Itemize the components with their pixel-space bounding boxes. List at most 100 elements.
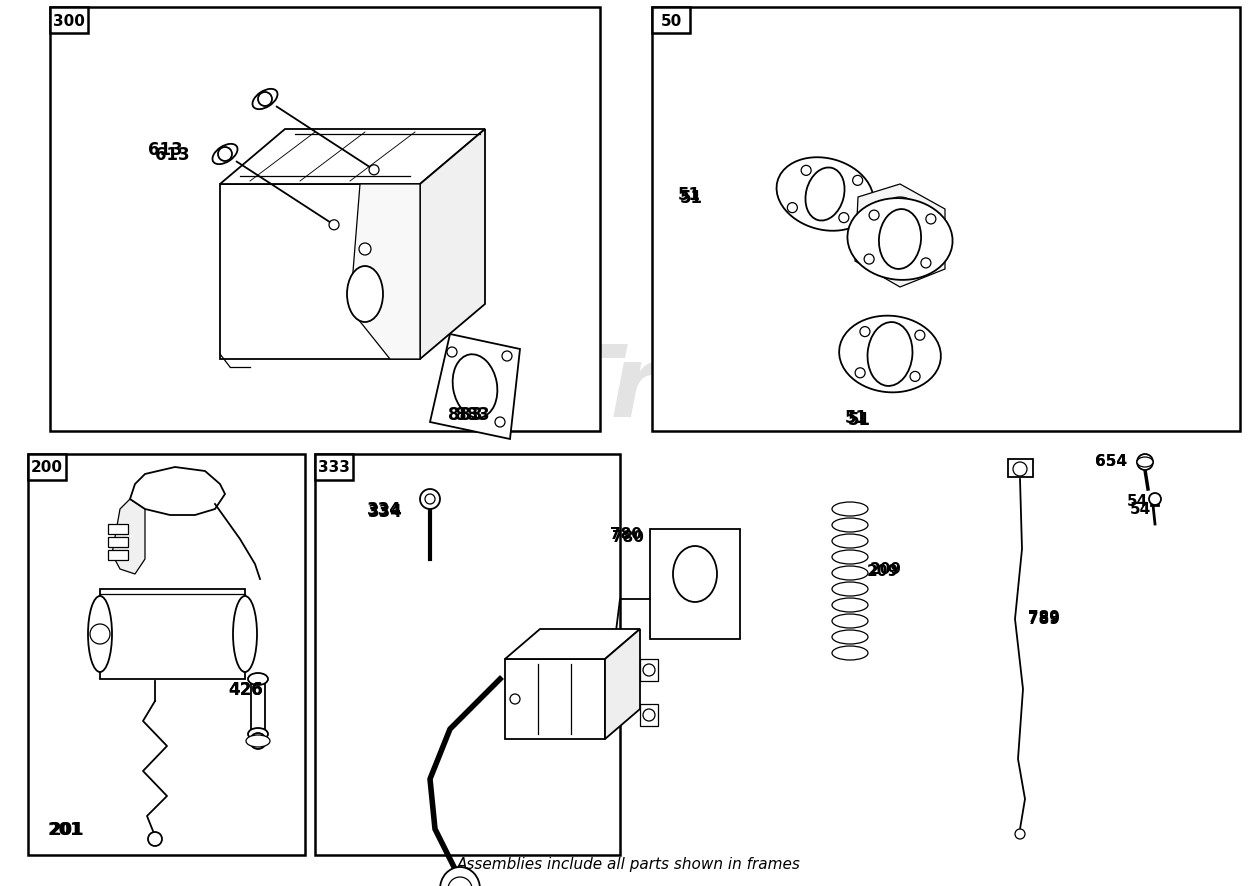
Circle shape [447,347,457,358]
Ellipse shape [88,596,112,672]
Polygon shape [350,185,421,360]
Circle shape [838,214,849,223]
Text: 883: 883 [448,406,482,424]
Circle shape [448,877,472,886]
Polygon shape [847,198,953,281]
Bar [28,455,65,480]
Text: Assemblies include all parts shown in frames: Assemblies include all parts shown in fr… [457,857,801,872]
Circle shape [801,167,811,176]
Text: 334: 334 [368,501,402,518]
Bar [50,8,601,431]
Text: 780: 780 [612,530,643,545]
Circle shape [89,625,110,644]
Text: 51: 51 [680,189,703,206]
Circle shape [855,369,865,378]
Text: 51: 51 [845,408,867,426]
Circle shape [852,176,862,186]
Ellipse shape [832,518,867,532]
Ellipse shape [347,267,383,323]
Text: 209: 209 [867,563,899,579]
Bar [650,530,740,640]
Text: PartsTree: PartsTree [263,341,797,438]
Text: 789: 789 [1029,610,1060,625]
Polygon shape [220,130,485,185]
Text: 780: 780 [611,527,642,542]
Bar [108,525,128,534]
Circle shape [369,166,379,175]
Ellipse shape [872,198,928,277]
Circle shape [1149,494,1161,505]
Ellipse shape [832,646,867,660]
Ellipse shape [832,534,867,548]
Circle shape [251,734,266,750]
Text: 51: 51 [679,186,701,204]
Bar [251,680,264,734]
Bar [652,8,690,34]
Text: 54: 54 [1131,502,1151,517]
Text: 201: 201 [48,820,83,838]
Circle shape [510,695,520,704]
Polygon shape [777,158,874,231]
Circle shape [495,417,505,428]
Ellipse shape [1137,457,1153,468]
Circle shape [1137,455,1153,470]
Text: 201: 201 [50,820,84,838]
Bar [315,455,619,855]
Polygon shape [112,500,145,574]
Circle shape [426,494,436,504]
Polygon shape [421,130,485,360]
Ellipse shape [246,735,269,747]
Circle shape [218,148,232,162]
Circle shape [359,244,371,256]
Ellipse shape [233,596,257,672]
Ellipse shape [832,598,867,612]
Ellipse shape [832,550,867,564]
Circle shape [925,214,935,225]
Ellipse shape [674,547,716,602]
Text: 654: 654 [1095,454,1127,469]
Ellipse shape [248,728,268,740]
Polygon shape [838,316,940,392]
Ellipse shape [832,630,867,644]
Ellipse shape [867,323,913,386]
Polygon shape [431,335,520,439]
Circle shape [502,352,512,361]
Circle shape [258,93,272,107]
Polygon shape [606,629,640,739]
Bar [652,8,1240,431]
Circle shape [910,372,920,382]
Ellipse shape [806,168,845,222]
Ellipse shape [832,502,867,517]
Circle shape [1013,462,1027,477]
Text: 613: 613 [149,141,183,159]
Bar [315,455,353,480]
Text: 426: 426 [228,680,263,698]
Bar [1008,460,1032,478]
Ellipse shape [453,355,497,418]
Bar [108,550,128,560]
Circle shape [643,709,655,721]
Ellipse shape [832,582,867,596]
Text: 883: 883 [454,406,490,424]
Polygon shape [505,629,640,659]
Circle shape [864,255,874,265]
Polygon shape [855,185,946,288]
Ellipse shape [213,144,238,165]
Circle shape [149,832,162,846]
Ellipse shape [248,673,268,685]
Circle shape [920,259,930,268]
Circle shape [643,664,655,676]
Circle shape [421,489,439,509]
Ellipse shape [879,210,922,269]
Bar [99,589,246,680]
Text: 333: 333 [319,460,350,475]
Text: 426: 426 [228,680,263,698]
Ellipse shape [832,614,867,628]
Bar [505,659,606,739]
Circle shape [860,327,870,338]
Circle shape [869,211,879,221]
Bar [50,8,88,34]
Circle shape [915,330,925,341]
Circle shape [329,221,339,230]
Bar [640,659,658,681]
